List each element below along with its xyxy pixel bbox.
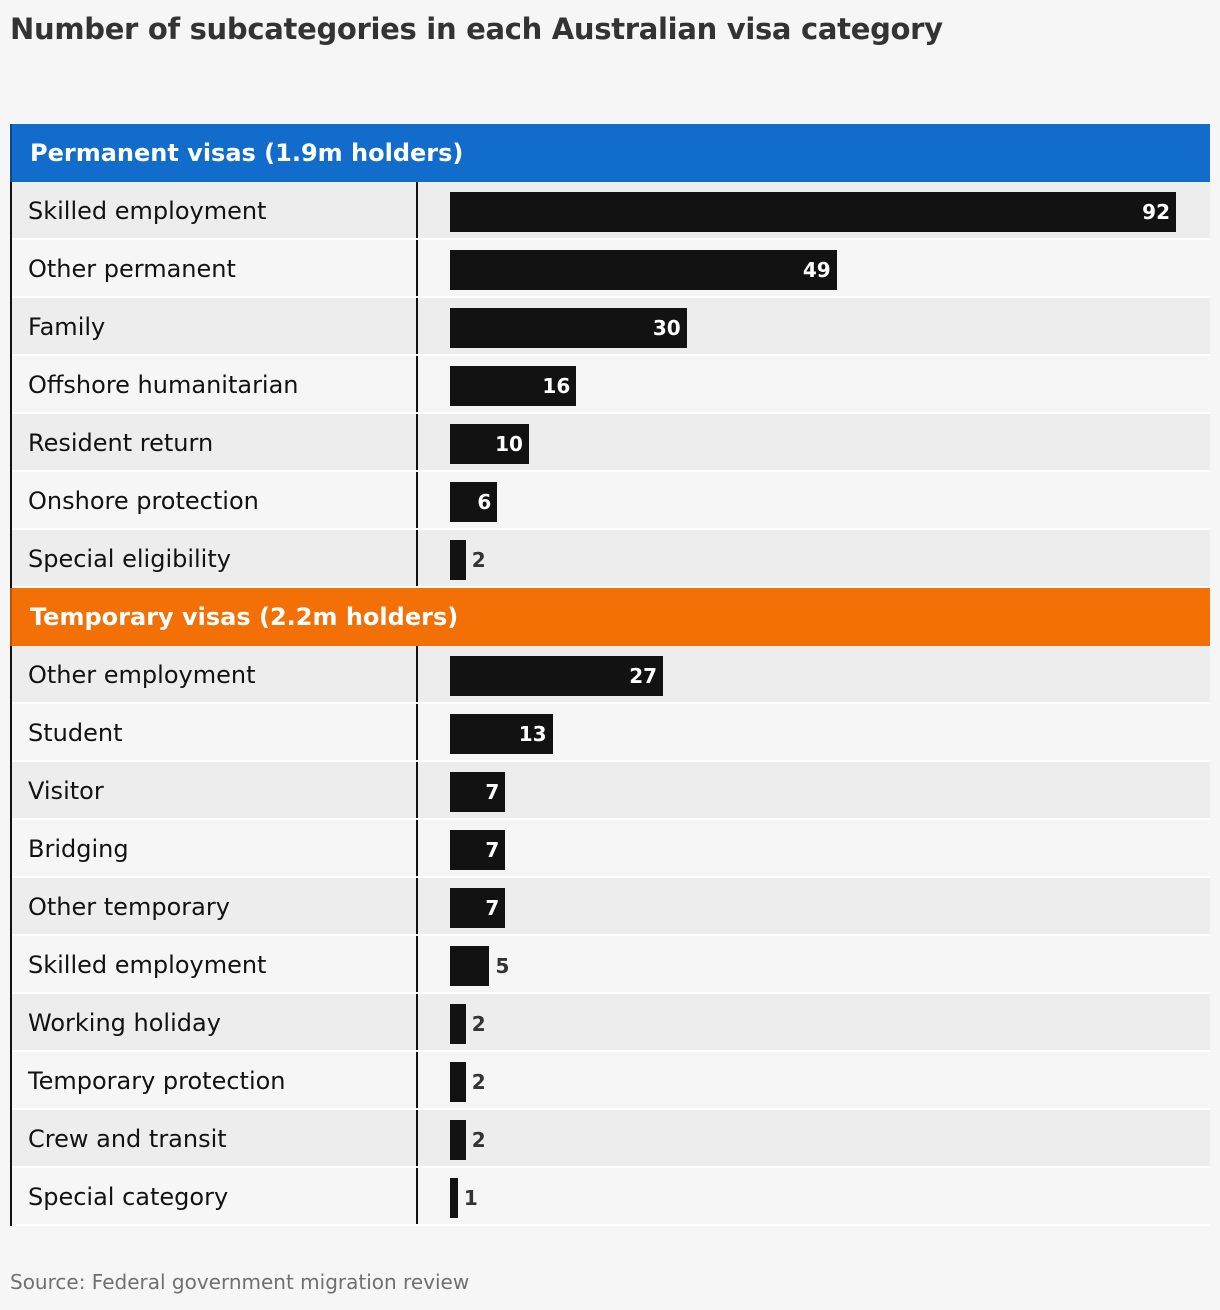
category-label: Skilled employment: [12, 182, 418, 240]
category-label: Offshore humanitarian: [12, 356, 418, 414]
bar-value-label: 1: [463, 1186, 478, 1210]
category-label: Other permanent: [12, 240, 418, 298]
bar: [450, 540, 466, 580]
category-label: Bridging: [12, 820, 418, 878]
bar: [450, 1178, 458, 1218]
bar: [450, 308, 687, 348]
bar: [450, 424, 529, 464]
bar-area: 2: [418, 1052, 1210, 1110]
category-label: Working holiday: [12, 994, 418, 1052]
bar-value-label: 16: [542, 374, 571, 398]
bar-value-label: 2: [471, 548, 486, 572]
bar-row: Skilled employment 5: [10, 936, 1210, 994]
bar-row: Bridging 7: [10, 820, 1210, 878]
bar-row: Skilled employment 92: [10, 182, 1210, 240]
bar-area: 27: [418, 646, 1210, 704]
category-label: Special eligibility: [12, 530, 418, 588]
bar-area: 10: [418, 414, 1210, 472]
bar-area: 92: [418, 182, 1210, 240]
bar: [450, 482, 498, 522]
bar-value-label: 10: [495, 432, 523, 456]
category-label: Resident return: [12, 414, 418, 472]
bar-value-label: 92: [1142, 200, 1170, 224]
bar-value-label: 2: [471, 1012, 486, 1036]
group-header-temporary: Temporary visas (2.2m holders): [10, 588, 1210, 646]
category-label: Onshore protection: [12, 472, 418, 530]
bar: [450, 1004, 466, 1044]
bar-area: 16: [418, 356, 1210, 414]
bar-area: 6: [418, 472, 1210, 530]
bar: [450, 192, 1176, 232]
chart-title: Number of subcategories in each Australi…: [10, 12, 943, 46]
category-label: Temporary protection: [12, 1052, 418, 1110]
bar-area: 30: [418, 298, 1210, 356]
bar-value-label: 7: [485, 896, 500, 920]
bar-row: Student 13: [10, 704, 1210, 762]
bar-area: 7: [418, 762, 1210, 820]
bar: [450, 772, 506, 812]
bar-area: 2: [418, 1110, 1210, 1168]
bar: [450, 888, 506, 928]
bar-row: Crew and transit 2: [10, 1110, 1210, 1168]
bar-row: Working holiday 2: [10, 994, 1210, 1052]
bar-area: 7: [418, 878, 1210, 936]
bar-value-label: 49: [802, 258, 831, 282]
bar-area: 7: [418, 820, 1210, 878]
bar-row: Visitor 7: [10, 762, 1210, 820]
bar: [450, 830, 506, 870]
bar-row: Temporary protection 2: [10, 1052, 1210, 1110]
bar-row: Other temporary 7: [10, 878, 1210, 936]
bar-value-label: 2: [471, 1070, 486, 1094]
bar-value-label: 2: [471, 1128, 486, 1152]
bar: [450, 946, 490, 986]
bar-area: 1: [418, 1168, 1210, 1226]
bar: [450, 1120, 466, 1160]
category-label: Student: [12, 704, 418, 762]
bar-row: Offshore humanitarian 16: [10, 356, 1210, 414]
bar-row: Onshore protection 6: [10, 472, 1210, 530]
category-label: Visitor: [12, 762, 418, 820]
bar-row: Resident return 10: [10, 414, 1210, 472]
bar: [450, 250, 837, 290]
category-label: Skilled employment: [12, 936, 418, 994]
bar-value-label: 30: [652, 316, 681, 340]
bar-area: 5: [418, 936, 1210, 994]
group-header-permanent: Permanent visas (1.9m holders): [10, 124, 1210, 182]
bar-row: Special eligibility 2: [10, 530, 1210, 588]
category-label: Crew and transit: [12, 1110, 418, 1168]
bar-chart: Permanent visas (1.9m holders) Skilled em…: [10, 124, 1210, 1226]
bar-value-label: 13: [518, 722, 547, 746]
bar-value-label: 7: [485, 838, 500, 862]
source-note: Source: Federal government migration rev…: [10, 1270, 470, 1294]
bar-area: 2: [418, 994, 1210, 1052]
bar: [450, 714, 553, 754]
category-label: Special category: [12, 1168, 418, 1226]
bar-row: Other permanent 49: [10, 240, 1210, 298]
bar-value-label: 27: [629, 664, 658, 688]
bar-value-label: 7: [485, 780, 500, 804]
category-label: Other employment: [12, 646, 418, 704]
bar: [450, 1062, 466, 1102]
bar-area: 13: [418, 704, 1210, 762]
bar: [450, 366, 577, 406]
bar-row: Other employment 27: [10, 646, 1210, 704]
bar-row: Special category 1: [10, 1168, 1210, 1226]
category-label: Family: [12, 298, 418, 356]
bar-area: 49: [418, 240, 1210, 298]
category-label: Other temporary: [12, 878, 418, 936]
bar-value-label: 6: [477, 490, 492, 514]
bar: [450, 656, 664, 696]
bar-area: 2: [418, 530, 1210, 588]
bar-row: Family 30: [10, 298, 1210, 356]
bar-value-label: 5: [495, 954, 510, 978]
